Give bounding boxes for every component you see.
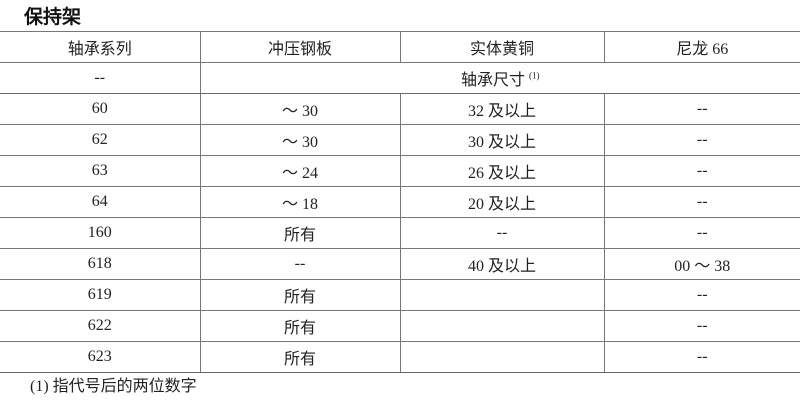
table-cell: -- bbox=[603, 124, 800, 156]
table-cell: 63 bbox=[0, 155, 200, 187]
subheader-row: -- 轴承尺寸 (1) bbox=[0, 62, 800, 94]
table-cell: 30 及以上 bbox=[399, 124, 604, 156]
span-label: 轴承尺寸 bbox=[460, 72, 525, 89]
subheader-span: 轴承尺寸 (1) bbox=[199, 62, 800, 94]
table-cell: -- bbox=[603, 341, 800, 373]
header-row: 轴承系列 冲压钢板 实体黄铜 尼龙 66 bbox=[0, 31, 800, 63]
table-cell: 622 bbox=[0, 310, 200, 342]
header-cell: 实体黄铜 bbox=[399, 31, 604, 63]
header-cell: 轴承系列 bbox=[0, 31, 200, 63]
table-cell: -- bbox=[603, 186, 800, 218]
table-cell: -- bbox=[603, 310, 800, 342]
table-cell: 623 bbox=[0, 341, 200, 373]
table-cell: 32 及以上 bbox=[399, 93, 604, 125]
cage-table: 轴承系列 冲压钢板 实体黄铜 尼龙 66 -- 轴承尺寸 (1) 60 ～ 30 3… bbox=[0, 31, 800, 373]
table-cell: -- bbox=[399, 217, 604, 249]
table-cell: ～ 18 bbox=[199, 186, 400, 218]
table-cell: 所有 bbox=[199, 310, 400, 342]
table-cell bbox=[399, 279, 604, 311]
table-cell: 619 bbox=[0, 279, 200, 311]
footnote: (1) 指代号后的两位数字 bbox=[30, 378, 197, 395]
table-cell: 20 及以上 bbox=[399, 186, 604, 218]
table-cell: -- bbox=[603, 279, 800, 311]
table-row: 62 ～ 30 30 及以上 -- bbox=[0, 124, 800, 156]
table-row: 160 所有 -- -- bbox=[0, 217, 800, 249]
span-note: (1) bbox=[529, 70, 540, 81]
table-cell: 所有 bbox=[199, 217, 400, 249]
table-row: 618 -- 40 及以上 00 ～ 38 bbox=[0, 248, 800, 280]
table-row: 623 所有 -- bbox=[0, 341, 800, 373]
table-cell: ～ 30 bbox=[199, 93, 400, 125]
table-cell: 所有 bbox=[199, 279, 400, 311]
table-row: 60 ～ 30 32 及以上 -- bbox=[0, 93, 800, 125]
table-cell: -- bbox=[603, 217, 800, 249]
table-cell: -- bbox=[199, 248, 400, 280]
table-row: 619 所有 -- bbox=[0, 279, 800, 311]
table-cell: 618 bbox=[0, 248, 200, 280]
header-cell: 尼龙 66 bbox=[603, 31, 800, 63]
table-cell: ～ 24 bbox=[199, 155, 400, 187]
table-cell: 160 bbox=[0, 217, 200, 249]
table-cell: 26 及以上 bbox=[399, 155, 604, 187]
section-title: 保持架 bbox=[24, 6, 82, 28]
table-cell bbox=[399, 310, 604, 342]
table-cell: ～ 30 bbox=[199, 124, 400, 156]
table-cell bbox=[399, 341, 604, 373]
table-row: 64 ～ 18 20 及以上 -- bbox=[0, 186, 800, 218]
header-cell: 冲压钢板 bbox=[199, 31, 400, 63]
table-cell: 60 bbox=[0, 93, 200, 125]
table-cell: 00 ～ 38 bbox=[603, 248, 800, 280]
table-cell: 62 bbox=[0, 124, 200, 156]
table-cell: 64 bbox=[0, 186, 200, 218]
table-cell: 所有 bbox=[199, 341, 400, 373]
table-cell: -- bbox=[603, 93, 800, 125]
table-cell: 40 及以上 bbox=[399, 248, 604, 280]
table-row: 63 ～ 24 26 及以上 -- bbox=[0, 155, 800, 187]
table-row: 622 所有 -- bbox=[0, 310, 800, 342]
table-cell: -- bbox=[603, 155, 800, 187]
subheader-first: -- bbox=[0, 62, 200, 94]
